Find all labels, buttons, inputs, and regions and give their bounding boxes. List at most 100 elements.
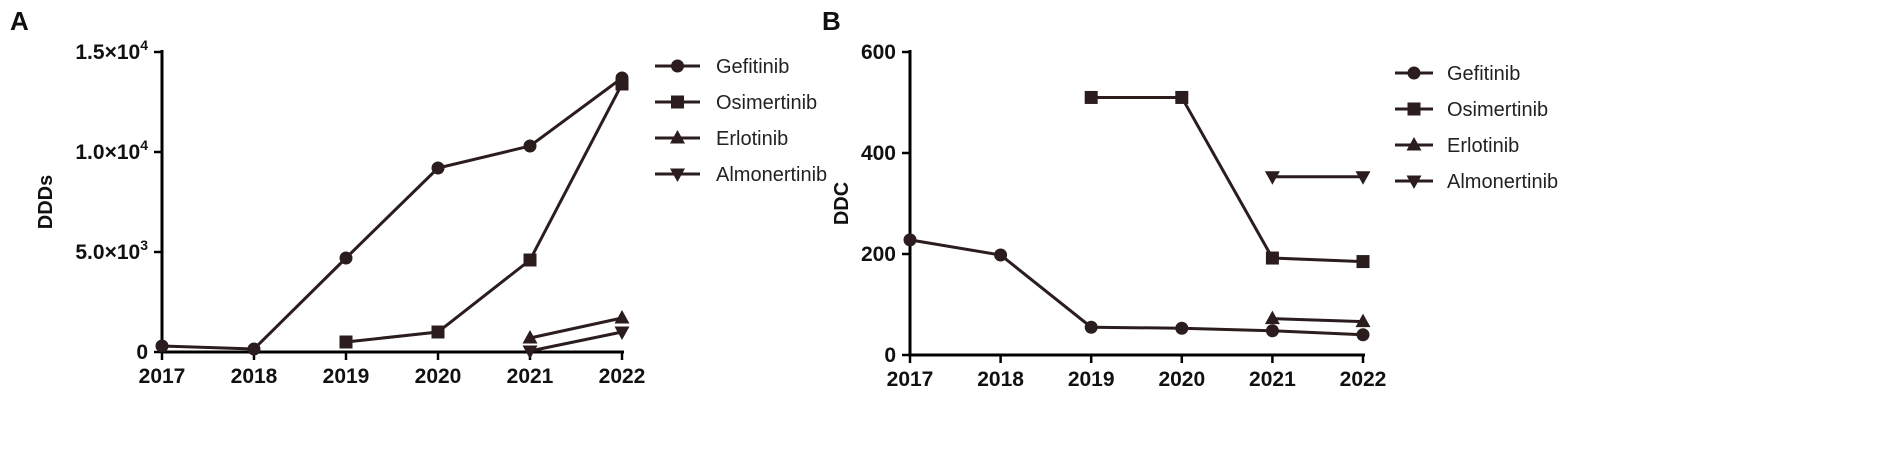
circle-marker-icon [671,59,684,73]
legend-item-osimertinib: Osimertinib [655,92,817,114]
data-point-gefitinib [1356,328,1370,342]
data-point-osimertinib [615,77,629,91]
triangle-down-marker-icon [670,168,685,182]
legend-item-erlotinib: Erlotinib [1395,135,1519,157]
legend-label: Almonertinib [716,164,827,186]
x-tick-label: 2020 [415,365,462,388]
x-tick-label: 2018 [977,368,1024,391]
legend-item-almonertinib: Almonertinib [1395,171,1558,193]
series-line-almonertinib [529,330,623,353]
series-almonertinib [1264,171,1371,185]
y-tick-label-base: 200 [861,243,896,266]
legend-item-almonertinib: Almonertinib [655,164,827,186]
series-line-osimertinib [345,83,624,344]
y-axis-label: DDDs [35,175,57,229]
data-point-gefitinib [1175,321,1189,335]
y-tick-label-exponent: 4 [140,137,148,153]
x-tick-label: 2017 [139,365,186,388]
series-almonertinib [522,326,630,359]
data-point-almonertinib [614,326,630,340]
series-osimertinib [339,77,629,349]
square-marker-icon [1407,102,1421,116]
series-line-erlotinib [529,316,623,340]
series-line-gefitinib [909,238,1364,337]
y-tick-label-base: 5.0×10 [75,241,140,264]
data-point-almonertinib [1264,171,1280,185]
chart-panel-b: B 0 200 400 600 2017 2018 2019 2020 2021 2022 DDC Ge… [822,6,1558,391]
y-tick-label: 0 [884,344,896,367]
legend-label: Osimertinib [716,92,817,114]
data-point-gefitinib [903,233,917,247]
triangle-up-marker-icon [1406,137,1422,151]
y-tick-label-base: 1.0×10 [75,141,140,164]
data-point-osimertinib [1175,90,1189,104]
panel-letter: A [10,6,29,36]
y-tick-label-base: 0 [884,344,896,367]
x-tick-label: 2021 [507,365,554,388]
y-tick-label-exponent: 3 [140,237,148,253]
y-tick-label-base: 600 [861,41,896,64]
x-tick-label: 2018 [231,365,278,388]
square-marker-icon [671,95,684,109]
legend-label: Osimertinib [1447,99,1548,121]
data-point-almonertinib [522,345,538,359]
legend-label: Gefitinib [1447,63,1520,85]
x-tick-label: 2019 [323,365,370,388]
data-point-gefitinib [155,339,169,353]
data-point-gefitinib [1265,324,1279,338]
data-point-gefitinib [431,161,445,175]
data-point-gefitinib [994,248,1008,262]
y-tick-label-exponent: 4 [140,37,148,53]
x-tick-label: 2017 [887,368,934,391]
triangle-down-marker-icon [1406,175,1422,189]
data-point-osimertinib [1356,255,1370,269]
legend-item-osimertinib: Osimertinib [1395,99,1548,121]
data-point-osimertinib [1084,90,1098,104]
series-line-erlotinib [1272,317,1364,324]
series-line-gefitinib [161,76,623,351]
data-point-osimertinib [523,253,537,267]
y-tick-label-base: 400 [861,142,896,165]
series-line-osimertinib [1091,95,1364,264]
series-gefitinib [155,71,629,356]
y-tick-label-base: 0 [136,341,148,364]
legend-item-gefitinib: Gefitinib [1395,63,1520,85]
legend-label: Almonertinib [1447,171,1558,193]
x-tick-label: 2019 [1068,368,1115,391]
triangle-up-marker-icon [670,130,685,144]
series-osimertinib [1084,90,1370,269]
y-axis-label: DDC [831,182,853,225]
circle-marker-icon [1407,66,1421,80]
data-point-osimertinib [1265,251,1279,265]
legend-item-gefitinib: Gefitinib [655,56,789,78]
data-point-osimertinib [431,325,445,339]
y-tick-label: 5.0×103 [75,237,148,264]
y-tick-label: 0 [136,341,148,364]
y-tick-label: 400 [861,142,896,165]
legend-label: Erlotinib [1447,135,1519,157]
legend-label: Gefitinib [716,56,789,78]
y-tick-label-base: 1.5×10 [75,41,140,64]
panel-letter: B [822,6,841,36]
y-tick-label: 1.5×104 [75,37,148,64]
y-tick-label: 1.0×104 [75,137,148,164]
x-tick-label: 2022 [1340,368,1387,391]
series-erlotinib [522,310,630,344]
data-point-gefitinib [339,251,353,265]
x-tick-label: 2022 [599,365,646,388]
data-point-gefitinib [523,139,537,153]
data-point-erlotinib [1264,310,1280,325]
data-point-erlotinib [614,310,630,324]
series-erlotinib [1264,310,1371,328]
legend-item-erlotinib: Erlotinib [655,128,788,150]
data-point-osimertinib [339,335,353,349]
y-tick-label: 600 [861,41,896,64]
legend-label: Erlotinib [716,128,788,150]
data-point-erlotinib [1355,313,1371,328]
series-gefitinib [903,233,1370,342]
x-tick-label: 2020 [1158,368,1205,391]
x-tick-label: 2021 [1249,368,1296,391]
data-point-gefitinib [1084,320,1098,334]
